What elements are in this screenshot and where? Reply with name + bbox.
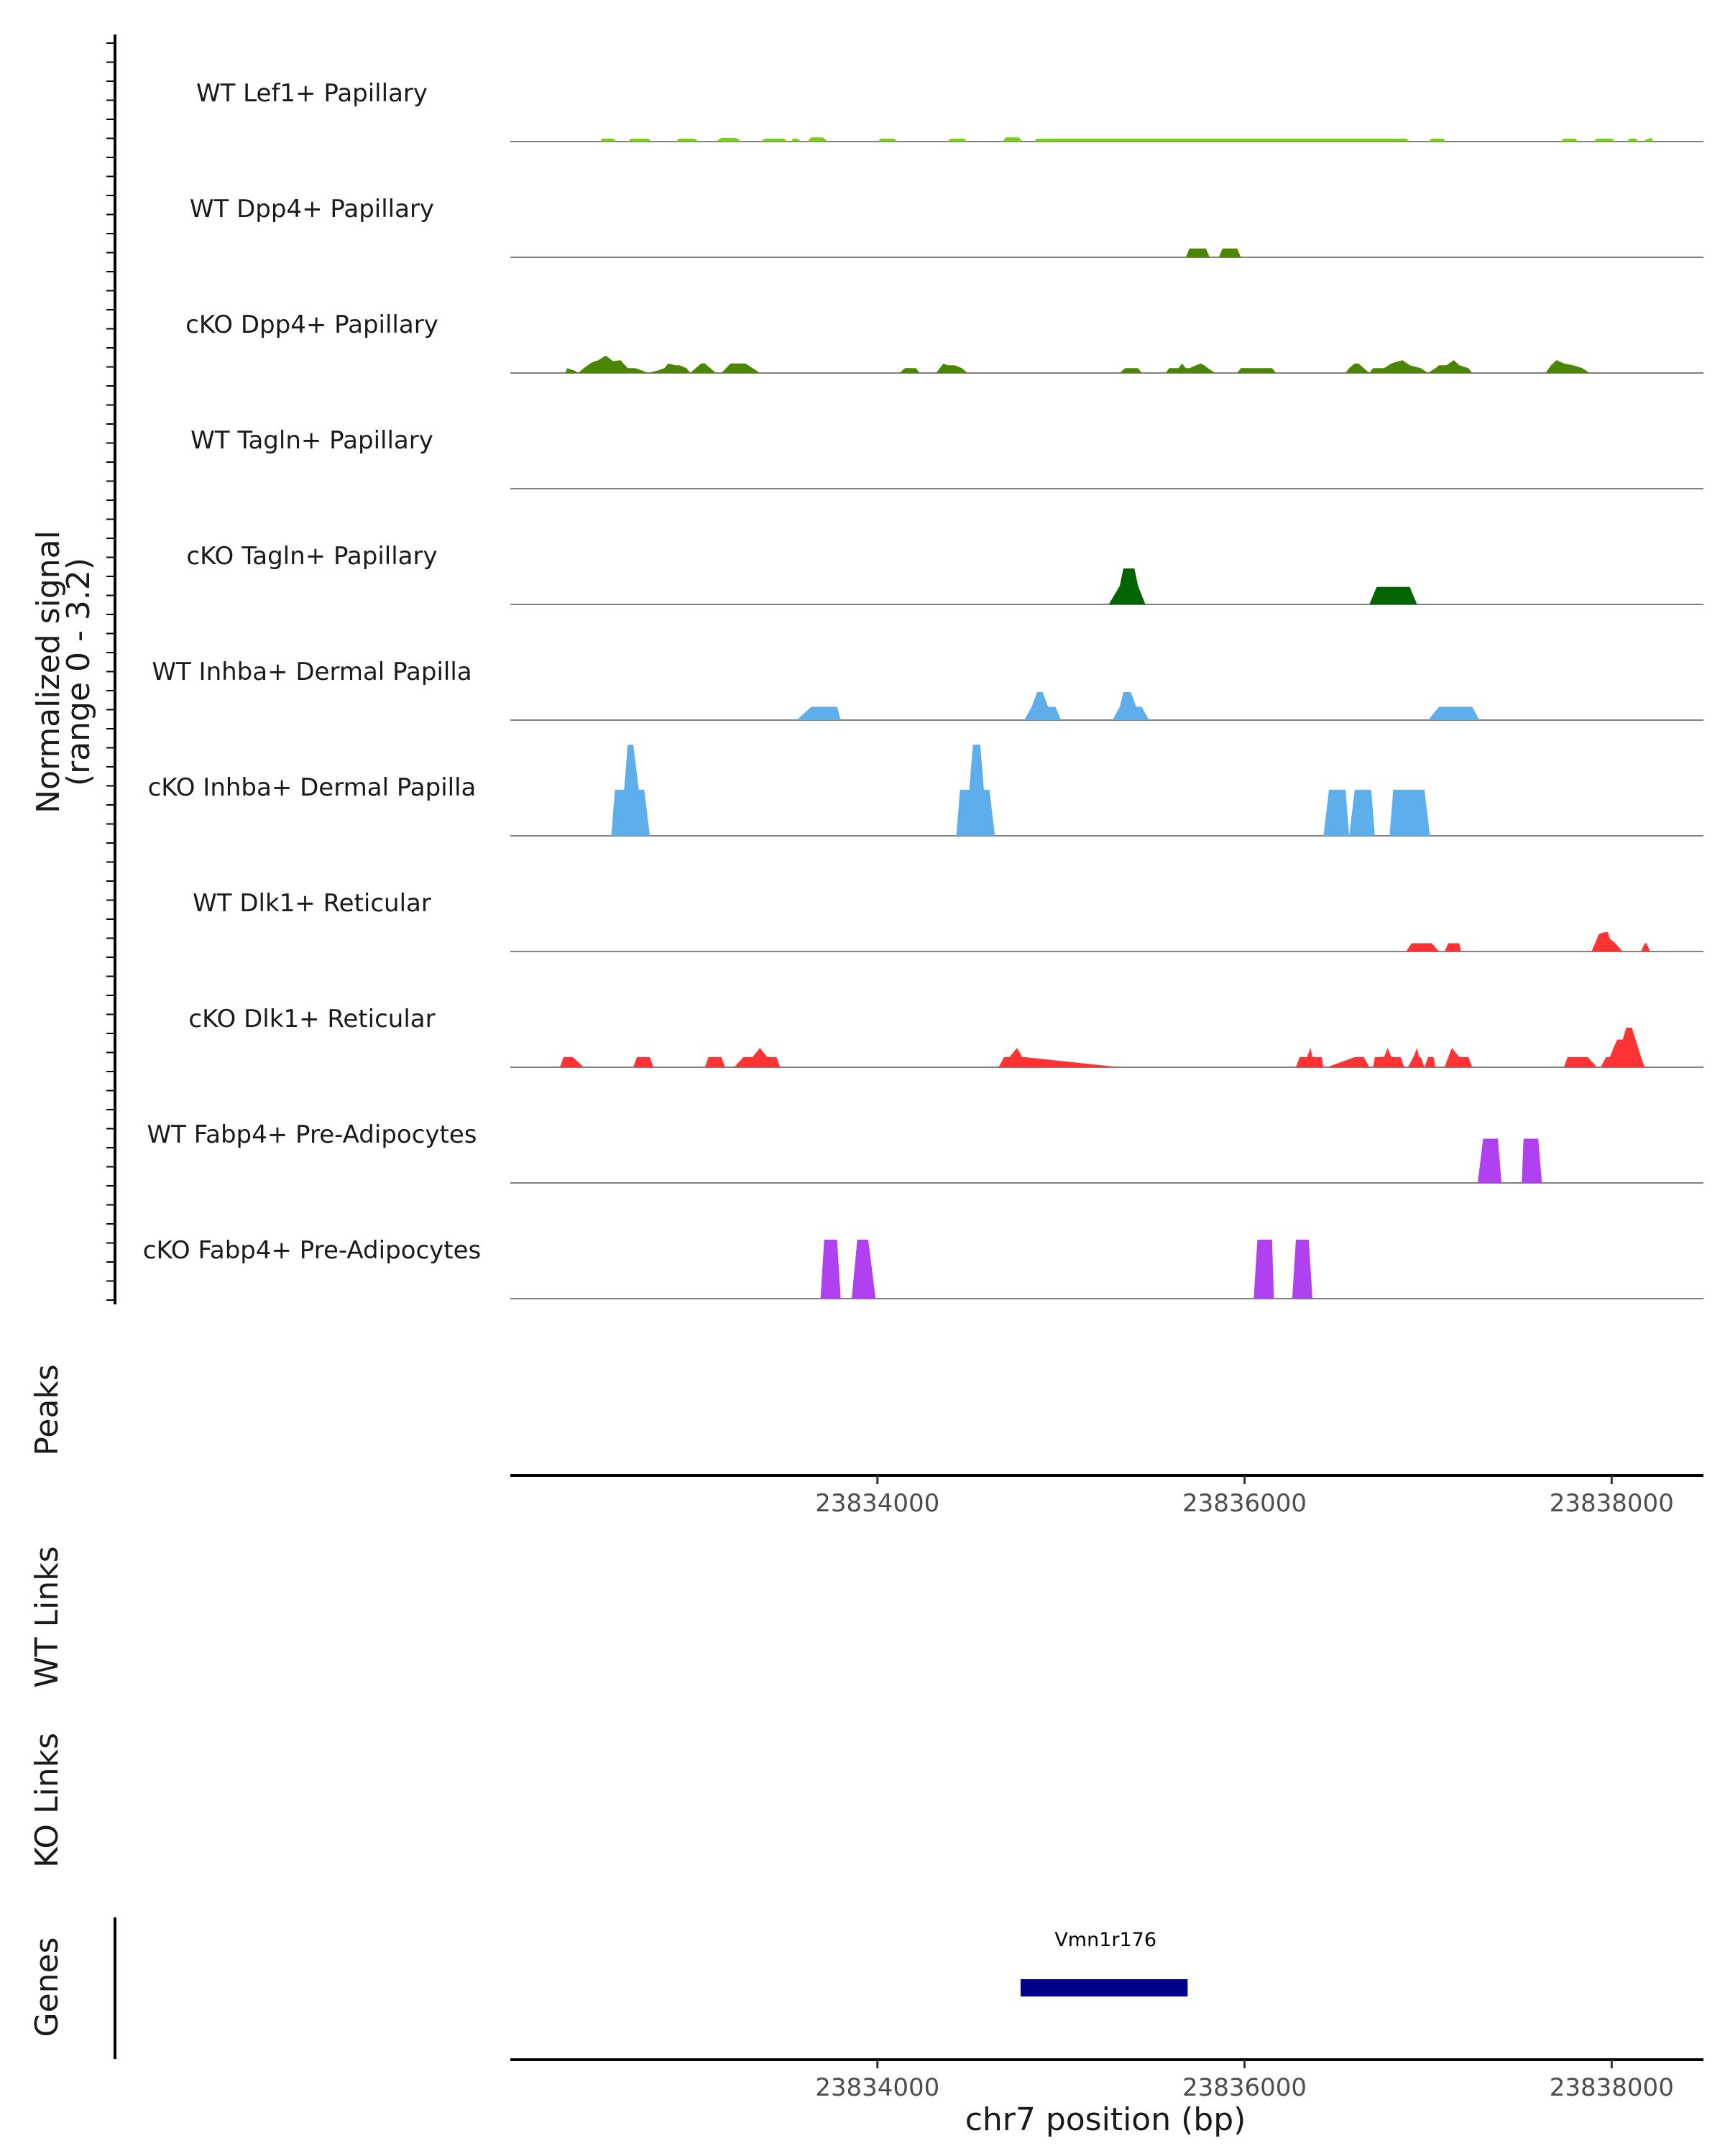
- coverage-tracks: WT Lef1+ Papillary WT Dpp4+ Papillary cKO …: [143, 79, 1703, 1299]
- track-signal-area-1: [1185, 248, 1241, 257]
- track-signal-area-6: [611, 745, 1430, 836]
- genes-x-tick-label-1: 23836000: [1182, 2073, 1307, 2102]
- track-label-3: WT Tagln+ Papillary: [190, 426, 433, 455]
- x-axis-title: chr7 position (bp): [965, 2101, 1246, 2138]
- track-signal-area-8: [560, 1027, 1645, 1067]
- wt-links-section-label: WT Links: [29, 1546, 65, 1687]
- track-label-1: WT Dpp4+ Papillary: [190, 195, 434, 224]
- ko-links-section-label: KO Links: [29, 1733, 65, 1868]
- track-label-0: WT Lef1+ Papillary: [196, 79, 428, 108]
- track-label-6: cKO Inhba+ Dermal Papilla: [148, 773, 477, 802]
- track-signal-area-10: [820, 1240, 1312, 1299]
- peaks-section-label: Peaks: [29, 1364, 65, 1455]
- peaks-x-tick-label-1: 23836000: [1182, 1489, 1307, 1518]
- genes-x-axis-ticks: 23834000 23836000 23838000: [815, 2060, 1674, 2102]
- track-signal-area-0: [600, 137, 1653, 142]
- track-label-2: cKO Dpp4+ Papillary: [185, 310, 438, 339]
- genes-x-tick-label-2: 23838000: [1550, 2073, 1674, 2102]
- track-signal-area-5: [796, 692, 1480, 720]
- track-label-10: cKO Fabp4+ Pre-Adipocytes: [143, 1236, 482, 1265]
- track-label-9: WT Fabp4+ Pre-Adipocytes: [147, 1120, 477, 1149]
- track-label-7: WT Dlk1+ Reticular: [193, 889, 431, 918]
- track-label-8: cKO Dlk1+ Reticular: [188, 1005, 435, 1033]
- gene-body-0: [1020, 1979, 1188, 1996]
- gene-annotations: Vmn1r176: [1020, 1929, 1188, 1996]
- track-signal-area-9: [1477, 1138, 1542, 1183]
- track-signal-area-4: [1108, 568, 1417, 604]
- peaks-x-tick-label-2: 23838000: [1550, 1489, 1674, 1518]
- signal-y-axis-title-line2: (range 0 - 3.2): [60, 558, 97, 786]
- genes-x-tick-label-0: 23834000: [815, 2073, 939, 2102]
- track-signal-area-2: [565, 355, 1590, 373]
- genes-section-label: Genes: [29, 1937, 65, 2037]
- peaks-x-axis-ticks: 23834000 23836000 23838000: [815, 1475, 1674, 1518]
- track-signal-area-7: [1406, 932, 1650, 952]
- signal-y-axis-ticks: [106, 42, 115, 1301]
- track-label-4: cKO Tagln+ Papillary: [186, 542, 437, 571]
- track-label-5: WT Inhba+ Dermal Papilla: [152, 658, 472, 686]
- signal-y-axis-title-line1: Normalized signal: [30, 530, 67, 814]
- gene-label-0: Vmn1r176: [1054, 1929, 1156, 1951]
- peaks-x-tick-label-0: 23834000: [815, 1489, 939, 1518]
